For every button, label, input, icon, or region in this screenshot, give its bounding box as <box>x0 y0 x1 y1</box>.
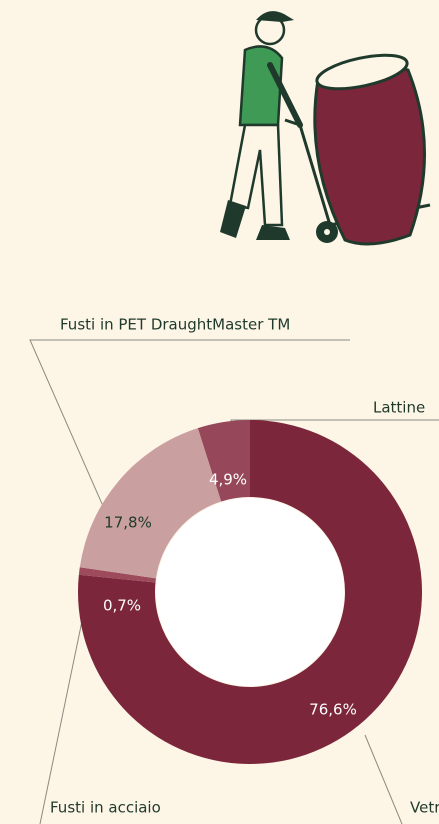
value-label: 17,8% <box>104 514 152 532</box>
donut-slice <box>77 420 422 765</box>
value-label: 0,7% <box>103 597 141 615</box>
category-label: Lattine <box>373 399 425 417</box>
donut-slice <box>79 428 222 579</box>
category-label: Vetro <box>410 799 439 817</box>
value-label: 4,9% <box>209 471 247 489</box>
donut-hole <box>156 498 344 686</box>
category-label: Fusti in PET DraughtMaster TM <box>60 316 290 334</box>
illustration <box>220 11 431 246</box>
leader-line <box>39 591 89 824</box>
value-label: 76,6% <box>309 701 357 719</box>
donut-slice <box>78 567 156 583</box>
leader-line <box>29 339 350 523</box>
donut-slice <box>197 420 250 502</box>
leader-line <box>364 734 403 824</box>
category-label: Fusti in acciaio <box>50 799 161 817</box>
